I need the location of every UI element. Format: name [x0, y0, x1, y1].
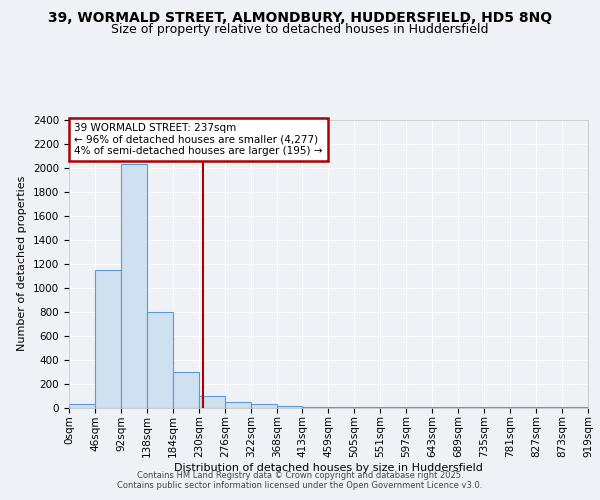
Bar [147, 312, 173, 408]
Bar [95, 270, 121, 407]
Bar [173, 372, 199, 408]
Text: Contains HM Land Registry data © Crown copyright and database right 2025.: Contains HM Land Registry data © Crown c… [137, 470, 463, 480]
Y-axis label: Number of detached properties: Number of detached properties [17, 176, 28, 352]
Bar [302, 406, 328, 408]
Text: 39 WORMALD STREET: 237sqm
← 96% of detached houses are smaller (4,277)
4% of sem: 39 WORMALD STREET: 237sqm ← 96% of detac… [74, 123, 323, 156]
Bar [277, 406, 302, 407]
Text: Size of property relative to detached houses in Huddersfield: Size of property relative to detached ho… [111, 24, 489, 36]
Bar [251, 404, 277, 407]
Bar [199, 396, 225, 407]
Text: 39, WORMALD STREET, ALMONDBURY, HUDDERSFIELD, HD5 8NQ: 39, WORMALD STREET, ALMONDBURY, HUDDERSF… [48, 10, 552, 24]
Bar [328, 407, 354, 408]
Bar [225, 402, 251, 407]
X-axis label: Distribution of detached houses by size in Huddersfield: Distribution of detached houses by size … [174, 463, 483, 473]
Bar [121, 164, 147, 408]
Text: Contains public sector information licensed under the Open Government Licence v3: Contains public sector information licen… [118, 480, 482, 490]
Bar [69, 404, 95, 407]
